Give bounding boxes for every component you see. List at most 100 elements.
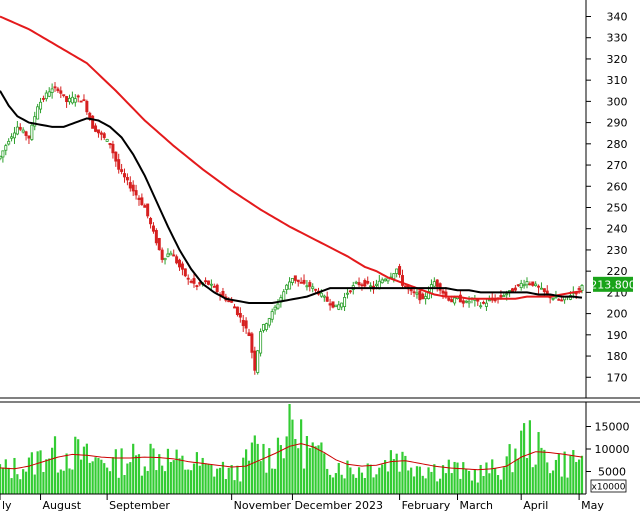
volume-bar xyxy=(311,442,314,494)
candle-body xyxy=(172,254,176,257)
volume-bar xyxy=(517,459,520,494)
volume-bar xyxy=(19,479,22,494)
candle-body xyxy=(18,127,22,130)
volume-bar xyxy=(343,478,346,494)
candle-body xyxy=(531,281,535,286)
volume-bar xyxy=(551,470,555,494)
candle-body xyxy=(325,296,329,302)
volume-bar xyxy=(27,457,31,494)
volume-bar xyxy=(430,471,433,494)
candle-body xyxy=(73,98,77,103)
volume-bar xyxy=(24,471,28,494)
volume-bar xyxy=(557,453,560,494)
volume-bar xyxy=(175,449,178,494)
price-axis-ticks: 1701801902002102202302402502602702802903… xyxy=(586,10,628,384)
x-axis: ly August September November December 2023 Fe… xyxy=(0,493,604,512)
candle-body xyxy=(39,101,43,110)
candle-body xyxy=(206,280,210,285)
volume-bar xyxy=(146,470,149,494)
volume-bar xyxy=(256,443,259,494)
volume-bar xyxy=(320,442,323,494)
volume-bar xyxy=(100,459,103,494)
candle-body xyxy=(50,88,54,93)
volume-bar xyxy=(305,436,309,494)
volume-bar xyxy=(326,468,329,494)
candle-body xyxy=(56,88,60,92)
volume-bar xyxy=(152,448,155,494)
volume-bar xyxy=(433,464,436,494)
volume-bar xyxy=(572,450,575,494)
candle-body xyxy=(453,297,457,304)
volume-unit-label: x10000 xyxy=(592,483,626,493)
candle-body xyxy=(360,284,364,287)
candle-body xyxy=(111,143,115,154)
candle-body xyxy=(537,285,541,288)
volume-bar xyxy=(111,457,115,494)
volume-bar xyxy=(314,446,317,494)
candle-body xyxy=(340,302,344,308)
candle-body xyxy=(464,300,468,303)
candle-body xyxy=(76,95,80,98)
volume-bar xyxy=(224,479,227,494)
candle-body xyxy=(67,97,71,103)
candle-body xyxy=(412,291,416,294)
candle-body xyxy=(282,291,286,301)
volume-bar xyxy=(467,470,471,494)
volume-bar xyxy=(65,453,68,494)
volume-bar xyxy=(540,447,543,494)
volume-bar xyxy=(401,451,404,494)
volume-bar xyxy=(334,473,337,494)
volume-bar xyxy=(71,469,74,494)
volume-bar xyxy=(450,473,453,494)
volume-bar xyxy=(53,436,57,494)
volume-bar xyxy=(265,472,268,494)
volume-bar xyxy=(0,464,2,494)
candle-body xyxy=(114,151,118,162)
candle-body xyxy=(392,273,396,280)
volume-bar xyxy=(59,469,62,494)
candle-body xyxy=(12,132,16,139)
candle-body xyxy=(354,281,358,284)
candle-body xyxy=(366,280,370,284)
volume-bar xyxy=(88,462,91,494)
volume-bar xyxy=(239,481,242,494)
candle-body xyxy=(493,299,497,302)
volume-bar xyxy=(13,457,16,494)
volume-bar xyxy=(291,419,294,494)
candle-body xyxy=(120,169,124,172)
volume-bar xyxy=(369,464,372,494)
candle-body xyxy=(108,142,112,146)
candle-body xyxy=(267,318,271,326)
candle-body xyxy=(299,281,303,284)
volume-bar xyxy=(7,467,10,494)
volume-bar xyxy=(427,467,430,494)
volume-bar xyxy=(323,453,326,494)
volume-bar xyxy=(360,472,364,494)
candle-body xyxy=(374,283,378,286)
volume-bar xyxy=(580,455,584,494)
candle-body xyxy=(1,150,5,158)
volume-bar xyxy=(155,470,158,494)
candle-body xyxy=(128,182,132,189)
candle-body xyxy=(432,281,436,287)
volume-bar xyxy=(395,453,398,494)
candle-body xyxy=(186,277,190,280)
candle-body xyxy=(94,125,98,132)
candle-body xyxy=(450,299,454,303)
volume-bar xyxy=(85,443,88,494)
price-tick-label: 340 xyxy=(607,10,628,23)
volume-bar xyxy=(117,477,120,494)
volume-bar xyxy=(108,471,112,494)
volume-bar xyxy=(297,448,300,494)
x-tick-label: September xyxy=(109,499,170,512)
volume-bar xyxy=(328,474,332,494)
candle-body xyxy=(438,283,442,291)
candle-body xyxy=(178,259,182,268)
price-tick-label: 200 xyxy=(607,308,628,321)
volume-bar xyxy=(410,467,413,494)
volume-bar xyxy=(10,478,13,494)
volume-bar xyxy=(549,473,552,494)
volume-bar xyxy=(357,467,361,494)
volume-bar xyxy=(114,449,117,494)
volume-bar xyxy=(494,468,497,494)
